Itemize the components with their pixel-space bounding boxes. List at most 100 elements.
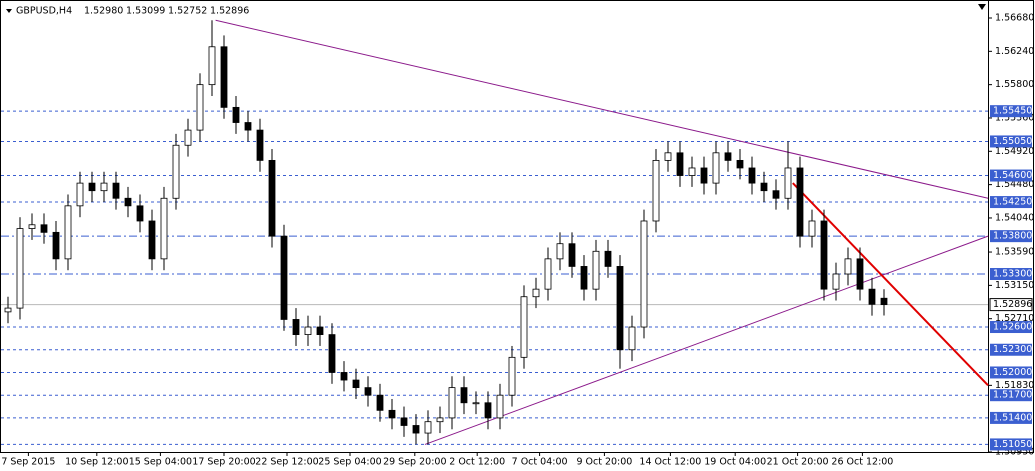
y-tick-label: 1.55800 bbox=[995, 79, 1034, 90]
y-tick-label: 1.50950 bbox=[995, 447, 1034, 458]
y-tick-label: 1.54040 bbox=[995, 212, 1034, 223]
candle-body bbox=[784, 167, 792, 199]
candle-body bbox=[64, 205, 72, 260]
candle-body bbox=[868, 288, 876, 305]
candle-body bbox=[508, 356, 516, 396]
candle-body bbox=[4, 307, 12, 313]
candle-body bbox=[484, 402, 492, 419]
current-price-box bbox=[989, 298, 1033, 312]
candle-body bbox=[424, 421, 432, 434]
candle-body bbox=[136, 205, 144, 222]
menu-arrow[interactable] bbox=[6, 9, 12, 13]
candle-body bbox=[412, 425, 420, 434]
candle-body bbox=[472, 402, 480, 405]
x-tick-label: 9 Oct 20:00 bbox=[576, 457, 632, 468]
candle-body bbox=[880, 297, 888, 306]
candle-body bbox=[700, 167, 708, 184]
candle-body bbox=[172, 144, 180, 199]
candle-body bbox=[556, 243, 564, 260]
header-value: 1.52896 bbox=[210, 6, 249, 17]
candle-body bbox=[340, 372, 348, 381]
candle-body bbox=[256, 129, 264, 161]
candle-body bbox=[592, 250, 600, 290]
y-tick-label: 1.54920 bbox=[995, 146, 1034, 157]
candle-body bbox=[604, 250, 612, 267]
current-price-label: 1.52896 bbox=[993, 299, 1032, 310]
y-tick-label: 1.55360 bbox=[995, 112, 1034, 123]
candle-body bbox=[520, 296, 528, 358]
candle-body bbox=[724, 152, 732, 161]
y-tick-label: 1.53590 bbox=[995, 247, 1034, 258]
level-label: 1.51400 bbox=[993, 412, 1032, 423]
level-label: 1.53800 bbox=[993, 231, 1032, 242]
y-tick-label: 1.56680 bbox=[995, 13, 1034, 24]
candle-body bbox=[772, 190, 780, 199]
candle-body bbox=[568, 243, 576, 267]
level-label-box bbox=[990, 366, 1032, 379]
level-label-box bbox=[990, 230, 1032, 243]
level-label: 1.54600 bbox=[993, 170, 1032, 181]
candle-body bbox=[292, 319, 300, 336]
level-label: 1.52000 bbox=[993, 367, 1032, 378]
candle-body bbox=[652, 159, 660, 222]
candle-body bbox=[160, 197, 168, 260]
candle-body bbox=[40, 224, 48, 233]
candle-body bbox=[760, 182, 768, 192]
candle-body bbox=[76, 182, 84, 207]
candle-body bbox=[808, 220, 816, 237]
x-tick-label: 19 Oct 04:00 bbox=[704, 457, 766, 468]
candle-body bbox=[148, 220, 156, 260]
y-tick-label: 1.54480 bbox=[995, 179, 1034, 190]
candle-body bbox=[208, 46, 216, 86]
candle-body bbox=[112, 182, 120, 199]
candle-body bbox=[220, 46, 228, 108]
candle-body bbox=[460, 387, 468, 404]
level-label-box bbox=[990, 389, 1032, 402]
x-tick-label: 17 Sep 20:00 bbox=[192, 457, 255, 468]
level-label: 1.53300 bbox=[993, 269, 1032, 280]
candle-body bbox=[796, 167, 804, 237]
y-tick-label: 1.52710 bbox=[995, 313, 1034, 324]
y-tick-label: 1.53150 bbox=[995, 280, 1034, 291]
candle-body bbox=[184, 129, 192, 146]
candle-body bbox=[196, 84, 204, 131]
y-tick-label: 1.56240 bbox=[995, 46, 1034, 57]
candle-body bbox=[304, 326, 312, 336]
x-tick-label: 7 Sep 2015 bbox=[1, 457, 55, 468]
level-label: 1.55050 bbox=[993, 136, 1032, 147]
level-label: 1.52300 bbox=[993, 344, 1032, 355]
level-label: 1.55450 bbox=[993, 106, 1032, 117]
candle-body bbox=[124, 197, 132, 207]
x-tick-label: 10 Sep 12:00 bbox=[65, 457, 128, 468]
level-label: 1.51700 bbox=[993, 390, 1032, 401]
candle-body bbox=[244, 122, 252, 131]
candle-body bbox=[640, 220, 648, 328]
trendline bbox=[792, 182, 989, 387]
level-label-box bbox=[990, 105, 1032, 118]
level-label-box bbox=[990, 321, 1032, 334]
level-label-box bbox=[990, 343, 1032, 356]
level-label-box bbox=[990, 196, 1032, 209]
candle-body bbox=[328, 334, 336, 373]
trendline bbox=[424, 235, 989, 445]
candle-body bbox=[856, 258, 864, 290]
trendline bbox=[215, 19, 989, 199]
candle-body bbox=[16, 228, 24, 309]
candle-body bbox=[748, 167, 756, 184]
candle-body bbox=[448, 387, 456, 419]
level-label-box bbox=[990, 438, 1032, 451]
x-tick-label: 26 Oct 12:00 bbox=[831, 457, 893, 468]
chart-title: GBPUSD,H4 bbox=[16, 6, 72, 17]
level-label-box bbox=[990, 268, 1032, 281]
candle-body bbox=[100, 182, 108, 192]
level-label-box bbox=[990, 169, 1032, 182]
x-tick-label: 7 Oct 04:00 bbox=[512, 457, 568, 468]
candle-body bbox=[364, 387, 372, 396]
x-tick-label: 15 Sep 04:00 bbox=[129, 457, 192, 468]
candle-body bbox=[532, 288, 540, 298]
y-tick-label: 1.51830 bbox=[995, 380, 1034, 391]
candle-body bbox=[832, 273, 840, 290]
x-tick-label: 25 Sep 04:00 bbox=[318, 457, 381, 468]
header-value: 1.52980 bbox=[84, 6, 123, 17]
